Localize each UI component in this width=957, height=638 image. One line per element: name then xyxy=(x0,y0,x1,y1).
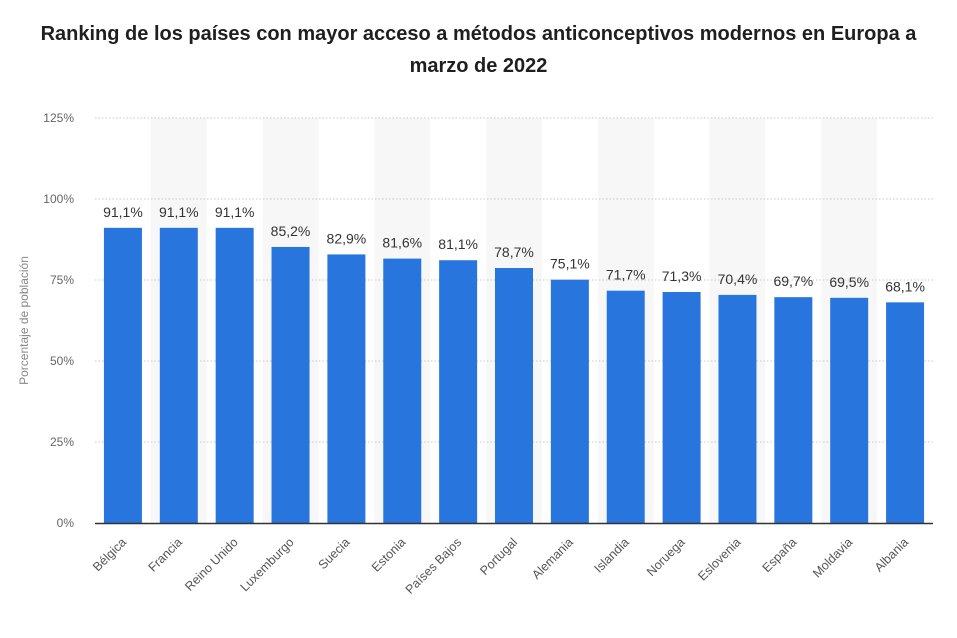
x-tick-label: Estonia xyxy=(369,535,408,574)
data-label: 82,9% xyxy=(327,230,367,246)
x-tick-label: Luxemburgo xyxy=(238,535,297,594)
bars xyxy=(103,227,925,524)
bar[interactable] xyxy=(215,227,254,523)
x-tick-label: Francia xyxy=(146,535,185,574)
y-axis-ticks: 0% 25% 50% 75% 100% 125% xyxy=(43,111,74,530)
data-label: 71,7% xyxy=(606,267,646,283)
data-label: 78,7% xyxy=(494,244,534,260)
bar[interactable] xyxy=(103,227,142,523)
x-tick-label: Países Bajos xyxy=(403,535,464,596)
bar[interactable] xyxy=(662,291,701,523)
bar[interactable] xyxy=(886,302,925,523)
data-label: 91,1% xyxy=(103,204,143,220)
bar[interactable] xyxy=(718,294,757,523)
data-label: 91,1% xyxy=(215,204,255,220)
y-tick-label: 50% xyxy=(50,354,74,368)
data-label: 70,4% xyxy=(718,271,758,287)
bar[interactable] xyxy=(495,268,533,523)
x-tick-label: Noruega xyxy=(644,535,688,579)
x-tick-label: Islandia xyxy=(591,535,631,575)
bar[interactable] xyxy=(383,258,422,523)
bar[interactable] xyxy=(830,297,869,523)
data-label: 75,1% xyxy=(550,256,590,272)
bar[interactable] xyxy=(327,254,366,524)
bar[interactable] xyxy=(774,297,813,523)
x-tick-label: España xyxy=(760,535,800,575)
data-labels: 91,1% 91,1% 91,1% 85,2% 82,9% 81,6% 81,1% 78,7%… xyxy=(103,204,925,295)
y-tick-label: 125% xyxy=(43,111,74,125)
y-tick-label: 25% xyxy=(50,435,74,449)
bar[interactable] xyxy=(439,260,478,523)
x-tick-label: Albania xyxy=(872,535,911,574)
x-tick-label: Bélgica xyxy=(90,535,129,574)
y-tick-label: 0% xyxy=(57,516,75,530)
data-label: 69,7% xyxy=(773,273,813,289)
data-label: 71,3% xyxy=(662,268,702,284)
bar[interactable] xyxy=(159,227,198,523)
data-label: 81,6% xyxy=(382,235,422,251)
x-tick-label: Alemania xyxy=(529,535,576,582)
y-tick-label: 75% xyxy=(50,273,74,287)
x-tick-label: Suecia xyxy=(316,535,353,572)
data-label: 91,1% xyxy=(159,204,199,220)
data-label: 68,1% xyxy=(885,278,925,294)
bar[interactable] xyxy=(271,246,310,523)
x-tick-label: Eslovenia xyxy=(695,535,743,583)
bar[interactable] xyxy=(606,290,645,523)
x-tick-label: Reino Unido xyxy=(182,535,241,594)
data-label: 81,1% xyxy=(438,236,478,252)
x-tick-label: Portugal xyxy=(477,535,520,578)
bar[interactable] xyxy=(550,279,589,523)
y-axis-title: Porcentaje de población xyxy=(17,256,31,385)
data-label: 85,2% xyxy=(271,223,311,239)
data-label: 69,5% xyxy=(829,274,869,290)
x-tick-label: Moldavia xyxy=(810,535,855,580)
y-tick-label: 100% xyxy=(43,192,74,206)
chart-title: Ranking de los países con mayor acceso a… xyxy=(40,23,917,77)
